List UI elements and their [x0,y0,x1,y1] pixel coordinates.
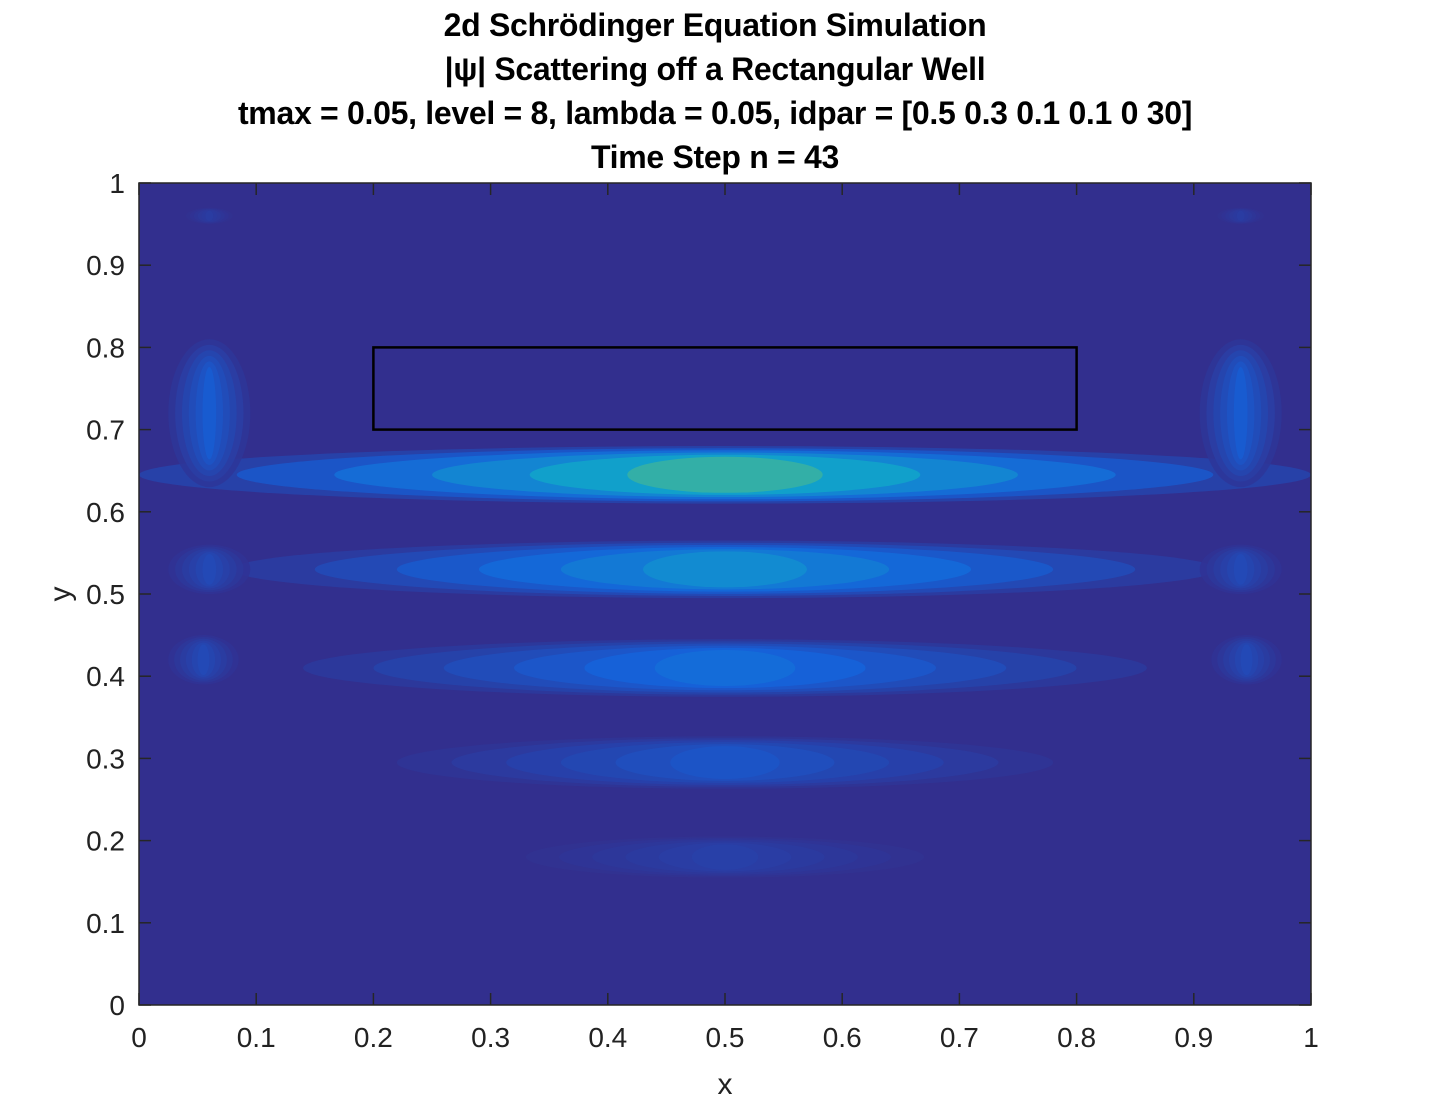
y-tick-label: 0.2 [86,826,125,857]
y-tick-label: 1 [109,168,125,199]
side-lobe-3 [1211,635,1282,685]
chart-subtitle: |ψ| Scattering off a Rectangular Well [444,51,986,87]
intensity-band-0 [139,446,1311,504]
y-tick-label: 0.9 [86,250,125,281]
y-tick-label: 0.5 [86,579,125,610]
side-lobe-level [1233,553,1248,585]
side-lobe-5 [1199,544,1282,595]
intensity-band-4 [525,836,925,878]
chart-parameters: tmax = 0.05, level = 8, lambda = 0.05, i… [237,95,1193,131]
intensity-band-1 [232,540,1218,599]
side-lobe-4 [168,544,251,595]
rectangular-well [372,346,1078,431]
y-tick-label: 0.1 [86,908,125,939]
intensity-band-level [654,649,796,686]
intensity-band-level [670,746,780,779]
y-axis-label: y [44,587,77,602]
x-tick-label: 0.4 [588,1022,627,1053]
intensity-band-3 [396,736,1054,789]
chart-title: 2d Schrödinger Equation Simulation [443,7,987,43]
x-tick-label: 0.1 [237,1022,276,1053]
side-lobe-7 [1217,207,1265,225]
y-tick-label: 0.6 [86,497,125,528]
x-tick-label: 0.8 [1057,1022,1096,1053]
chart-time-step: Time Step n = 43 [590,139,840,175]
side-lobe-level [197,644,210,676]
x-tick-label: 0.6 [823,1022,862,1053]
x-tick-label: 0.7 [940,1022,979,1053]
side-lobe-level [1236,210,1245,221]
heatmap-field [139,207,1311,878]
x-tick-label: 0 [131,1022,147,1053]
well-layer [372,346,1078,431]
y-tick-label: 0.4 [86,661,125,692]
side-lobe-level [202,366,217,460]
y-tick-label: 0.8 [86,332,125,363]
side-lobe-6 [185,207,233,225]
x-tick-label: 0.5 [706,1022,745,1053]
side-lobe-level [1240,644,1253,676]
intensity-band-level [643,551,807,588]
intensity-band-2 [303,639,1147,697]
x-tick-label: 1 [1303,1022,1319,1053]
x-tick-label: 0.9 [1174,1022,1213,1053]
y-tick-label: 0.3 [86,743,125,774]
side-lobe-2 [168,635,239,685]
x-tick-label: 0.2 [354,1022,393,1053]
y-tick-label: 0.7 [86,415,125,446]
side-lobe-1 [1199,339,1282,488]
side-lobe-0 [168,339,251,488]
side-lobe-level [202,553,217,585]
y-tick-label: 0 [109,990,125,1021]
chart-title-block: 2d Schrödinger Equation Simulation |ψ| S… [0,0,1430,179]
x-tick-label: 0.3 [471,1022,510,1053]
axis-ticks: 0 0.1 0.2 0.3 0.4 0.5 0.6 0.7 0.8 0.9 1 0 0.1 0.2 0.3 0… [86,168,1319,1053]
x-axis-label: x [718,1068,733,1101]
intensity-band-level [691,844,759,870]
intensity-band-level [627,456,823,493]
side-lobe-level [205,210,214,221]
side-lobe-level [1233,366,1248,460]
